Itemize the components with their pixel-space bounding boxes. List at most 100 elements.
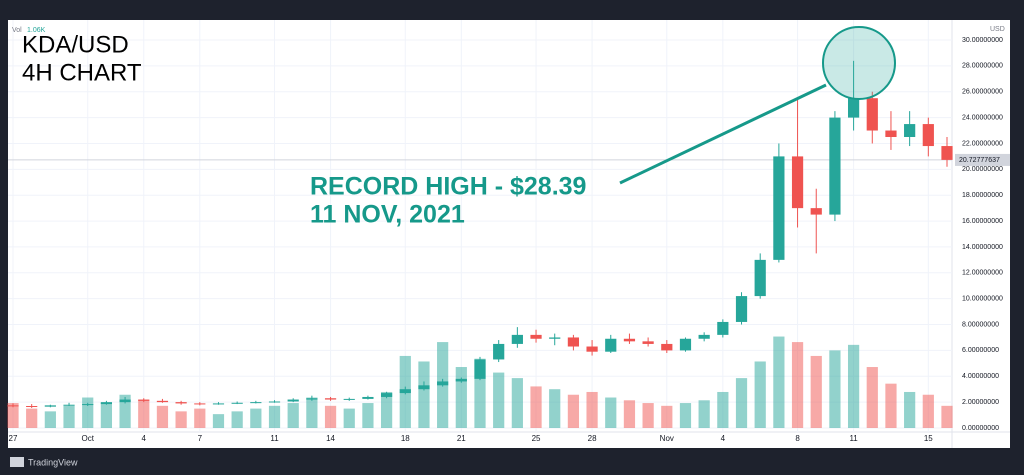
candle-body <box>810 208 822 215</box>
volume-bar <box>474 358 486 428</box>
volume-bar <box>735 378 748 428</box>
candle-body <box>7 405 19 407</box>
highlight-circle <box>822 26 896 100</box>
volume-legend-name: Vol <box>12 27 22 34</box>
candle-body <box>175 402 187 404</box>
candle-body <box>679 338 692 351</box>
volume-bar <box>250 408 262 428</box>
volume-bar <box>194 408 206 428</box>
last-price-box <box>955 153 1010 166</box>
candle-body <box>735 296 748 322</box>
candle-body <box>63 404 75 406</box>
x-tick-label: 18 <box>401 434 410 443</box>
annotation-line <box>619 83 827 185</box>
volume-bar <box>661 405 673 428</box>
volume <box>7 336 953 428</box>
volume-bar <box>511 378 523 428</box>
x-tick-label: 8 <box>795 434 800 443</box>
x-tick-label: 11 <box>849 434 858 443</box>
candle-body <box>138 399 150 401</box>
candle-body <box>455 378 467 382</box>
volume-bar <box>138 400 150 428</box>
volume-bar <box>63 405 75 428</box>
y-tick-label: 12.00000000 <box>962 270 1003 277</box>
candle-body <box>941 146 953 160</box>
x-tick-label: Oct <box>81 434 94 443</box>
candle-body <box>231 402 243 404</box>
volume-bar <box>418 361 430 428</box>
candle-body <box>922 124 934 147</box>
volume-bar <box>754 361 766 428</box>
y-tick-label: 22.00000000 <box>962 140 1003 147</box>
volume-bar <box>306 397 318 428</box>
candle-body <box>642 341 654 344</box>
last-price-label: 20.72777637 <box>959 157 1000 164</box>
volume-bar <box>605 397 617 428</box>
y-tick-label: 28.00000000 <box>962 63 1003 70</box>
volume-bar <box>380 391 393 428</box>
y-tick-label: 2.00000000 <box>962 399 999 406</box>
candle-body <box>773 156 785 260</box>
y-tick-label: 0.00000000 <box>962 425 999 432</box>
candle-body <box>156 400 169 403</box>
y-tick-label: 30.00000000 <box>962 37 1003 44</box>
candles <box>7 60 953 408</box>
volume-bar <box>623 400 636 428</box>
y-tick-label: 18.00000000 <box>962 192 1003 199</box>
candle-body <box>847 98 860 118</box>
x-tick-label: 4 <box>721 434 726 443</box>
volume-bar <box>698 400 710 428</box>
annotation: RECORD HIGH - $28.39 <box>310 173 586 201</box>
x-tick-label: Nov <box>660 434 674 443</box>
y-tick-label: 6.00000000 <box>962 347 999 354</box>
y-axis-label: USD <box>990 26 1005 33</box>
candle-body <box>698 334 710 339</box>
x-tick-label: 21 <box>457 434 466 443</box>
volume-bar <box>642 403 654 428</box>
volume-bar <box>493 372 505 428</box>
volume-bar <box>885 383 897 428</box>
y-tick-label: 24.00000000 <box>962 114 1003 121</box>
candle-body <box>754 259 766 297</box>
candle-body <box>511 334 523 344</box>
candle-body <box>250 402 262 404</box>
candle-body <box>268 401 281 403</box>
annotation: 11 NOV, 2021 <box>310 201 465 229</box>
volume-legend-value: 1.06K <box>27 27 46 34</box>
volume-bar <box>904 391 916 428</box>
candle-body <box>26 406 38 408</box>
y-tick-label: 8.00000000 <box>962 321 999 328</box>
volume-bar <box>44 411 56 428</box>
volume-bar <box>847 344 860 428</box>
volume-bar <box>922 394 934 428</box>
x-tick-label: 4 <box>142 434 147 443</box>
volume-bar <box>119 394 131 428</box>
candle-body <box>605 338 617 352</box>
x-tick-label: 11 <box>270 434 279 443</box>
candle-body <box>474 359 486 379</box>
volume-bar <box>455 367 467 428</box>
candle-body <box>567 337 580 347</box>
x-tick-label: 14 <box>326 434 335 443</box>
x-tick-label: 27 <box>9 434 18 443</box>
candle-body <box>493 343 505 360</box>
volume-bar <box>717 391 729 428</box>
volume-bar <box>268 405 281 428</box>
volume-bar <box>175 411 187 428</box>
y-tick-label: 26.00000000 <box>962 89 1003 96</box>
chart-title: KDA/USD <box>22 31 129 58</box>
volume-bar <box>773 336 785 428</box>
volume-bar <box>530 386 542 428</box>
y-tick-label: 10.00000000 <box>962 296 1003 303</box>
candle-body <box>287 399 299 402</box>
volume-bar <box>941 405 953 428</box>
chart-subtitle: 4H CHART <box>22 59 142 86</box>
candle-body <box>866 98 878 131</box>
x-tick-label: 25 <box>532 434 541 443</box>
volume-bar <box>26 408 38 428</box>
volume-bar <box>212 414 225 428</box>
y-tick-label: 14.00000000 <box>962 244 1003 251</box>
volume-bar <box>586 391 598 428</box>
